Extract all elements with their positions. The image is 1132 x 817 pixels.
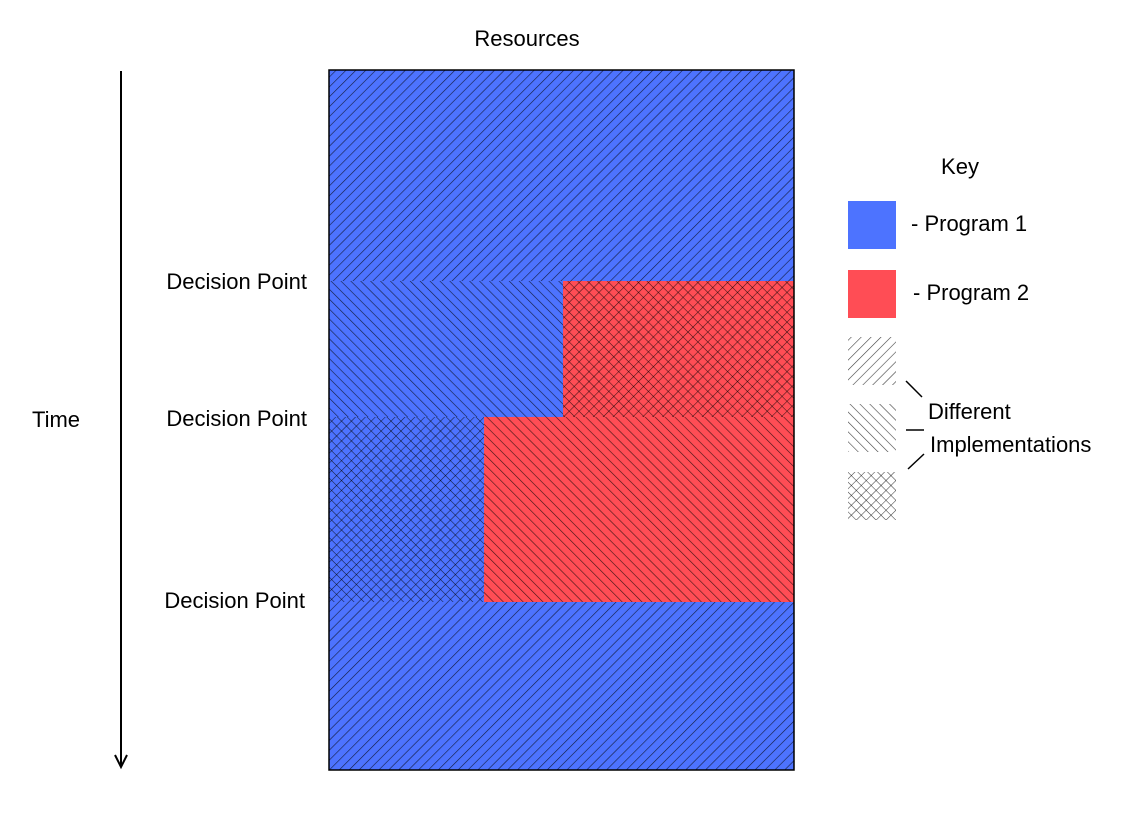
key-implementations-label-line1: Different <box>928 399 1011 424</box>
decision-point-label-3: Decision Point <box>164 588 305 613</box>
key-hatch-forward-swatch <box>848 404 896 452</box>
key-connector-3 <box>907 453 925 470</box>
key-hatch-backward-swatch <box>848 337 896 385</box>
key-program1-label: - Program 1 <box>911 211 1027 236</box>
allocation-block <box>328 69 795 771</box>
key-title: Key <box>941 154 979 179</box>
decision-point-label-1: Decision Point <box>166 269 307 294</box>
allocation-border <box>328 69 795 771</box>
key-legend: Key - Program 1 - Program 2 Different Im… <box>848 154 1091 520</box>
key-program2-swatch <box>848 270 896 318</box>
resources-title: Resources <box>474 26 579 51</box>
key-program2-label: - Program 2 <box>913 280 1029 305</box>
time-axis-arrow <box>114 71 128 770</box>
time-label: Time <box>32 407 80 432</box>
key-connector-1 <box>905 380 923 398</box>
key-hatch-cross-swatch <box>848 472 896 520</box>
key-implementations-label-line2: Implementations <box>930 432 1091 457</box>
key-program1-swatch <box>848 201 896 249</box>
decision-point-label-2: Decision Point <box>166 406 307 431</box>
